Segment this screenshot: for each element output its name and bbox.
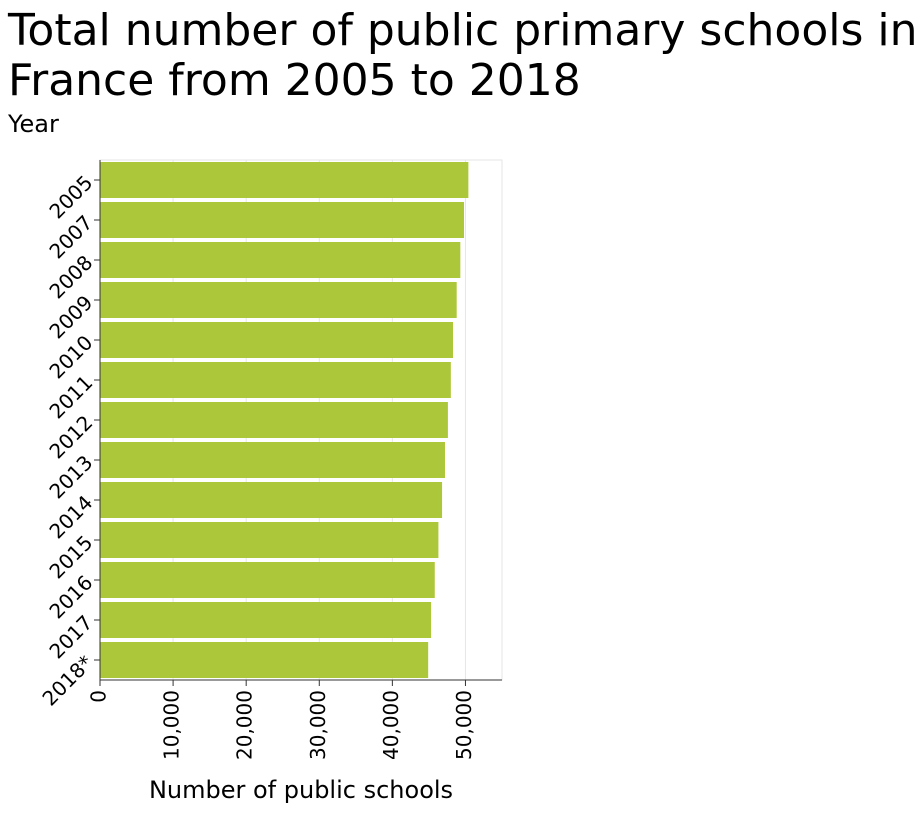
x-tick-label: 0: [87, 690, 111, 703]
y-tick-label: 2011: [44, 370, 97, 423]
bar-2011: [100, 362, 451, 398]
x-tick-label: 30,000: [306, 690, 330, 760]
bar-2014: [100, 482, 443, 518]
bar-2005: [100, 162, 469, 198]
y-tick-label: 2008: [44, 250, 97, 303]
bar-2010: [100, 322, 454, 358]
y-tick-label: 2009: [44, 290, 97, 343]
bar-2009: [100, 282, 457, 318]
bar-2018-est: [100, 642, 429, 678]
bar-2007: [100, 202, 464, 238]
x-tick-label: 40,000: [379, 690, 403, 760]
chart-title: Total number of public primary schools i…: [8, 5, 918, 106]
y-tick-label: 2012: [44, 410, 97, 463]
y-axis-label: Year: [8, 110, 59, 138]
x-tick-label: 50,000: [452, 690, 476, 760]
bar-2016: [100, 562, 435, 598]
y-tick-label: 2016: [44, 570, 97, 623]
y-tick-label: 2015: [44, 530, 97, 583]
bar-2008: [100, 242, 461, 278]
y-tick-label: 2007: [44, 210, 97, 263]
y-tick-label: 2014: [44, 490, 97, 543]
y-tick-label: 2005: [44, 170, 97, 223]
y-tick-label: 2010: [44, 330, 97, 383]
y-tick-label: 2017: [44, 610, 97, 663]
bar-2013: [100, 442, 445, 478]
x-tick-label: 10,000: [160, 690, 184, 760]
bar-2017: [100, 602, 432, 638]
x-axis-label: Number of public schools: [148, 776, 454, 804]
y-tick-label: 2013: [44, 450, 97, 503]
bar-2015: [100, 522, 439, 558]
plot-area: 2005200720082009201020112012201320142015…: [37, 159, 503, 760]
bar-2012: [100, 402, 448, 438]
x-tick-label: 20,000: [233, 690, 257, 760]
